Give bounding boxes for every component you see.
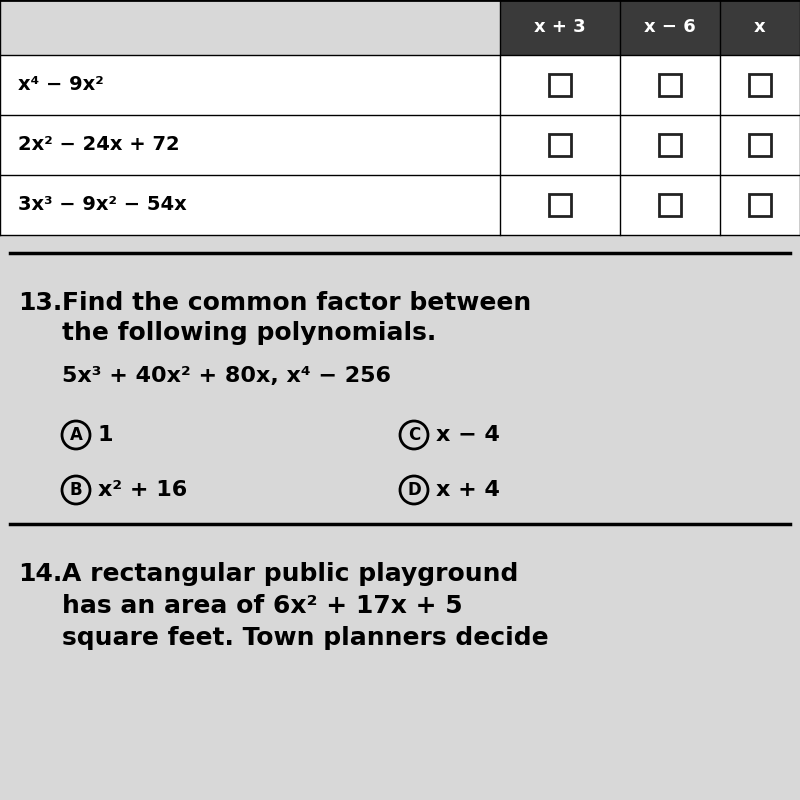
Text: x − 6: x − 6 [644, 18, 696, 37]
Text: A: A [70, 426, 82, 444]
Text: B: B [70, 481, 82, 499]
Bar [0, 55, 800, 115]
Text: x: x [754, 18, 766, 37]
Text: 13.: 13. [18, 291, 62, 315]
Text: Find the common factor between: Find the common factor between [62, 291, 531, 315]
Text: 2x² − 24x + 72: 2x² − 24x + 72 [18, 135, 180, 154]
Text: A rectangular public playground: A rectangular public playground [62, 562, 518, 586]
Text: x + 4: x + 4 [436, 480, 500, 500]
Bar [659, 134, 681, 156]
Bar [659, 194, 681, 216]
Bar [549, 74, 571, 96]
Text: D: D [407, 481, 421, 499]
Bar [549, 194, 571, 216]
Text: C: C [408, 426, 420, 444]
Bar [659, 74, 681, 96]
Bar [0, 175, 800, 235]
Text: 5x³ + 40x² + 80x, x⁴ − 256: 5x³ + 40x² + 80x, x⁴ − 256 [62, 366, 391, 386]
Bar [749, 194, 771, 216]
Bar [0, 115, 800, 175]
Text: x⁴ − 9x²: x⁴ − 9x² [18, 75, 104, 94]
Bar [500, 0, 800, 55]
Text: 3x³ − 9x² − 54x: 3x³ − 9x² − 54x [18, 195, 186, 214]
Text: square feet. Town planners decide: square feet. Town planners decide [62, 626, 549, 650]
Text: 14.: 14. [18, 562, 62, 586]
Text: x² + 16: x² + 16 [98, 480, 187, 500]
Bar [749, 134, 771, 156]
Bar [549, 134, 571, 156]
Text: the following polynomials.: the following polynomials. [62, 321, 436, 345]
Bar [749, 74, 771, 96]
Text: x − 4: x − 4 [436, 425, 500, 445]
Text: has an area of 6x² + 17x + 5: has an area of 6x² + 17x + 5 [62, 594, 462, 618]
Text: 1: 1 [98, 425, 114, 445]
Text: x + 3: x + 3 [534, 18, 586, 37]
